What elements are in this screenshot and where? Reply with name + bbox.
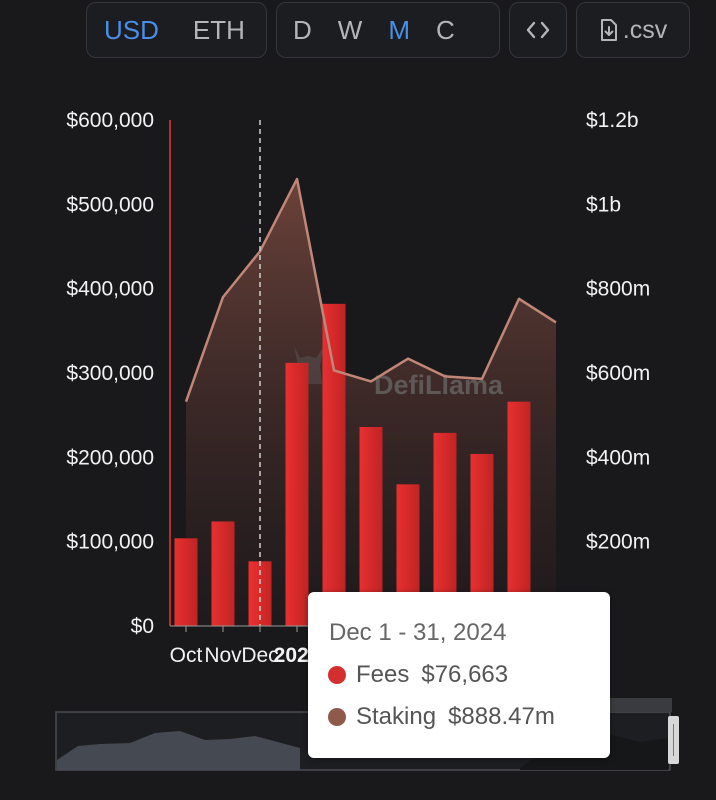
fees-bar (174, 538, 198, 626)
left-tick-label: $200,000 (66, 446, 154, 469)
right-tick-label: $1b (586, 193, 621, 216)
embed-button[interactable] (509, 2, 567, 58)
brush-preview-area (57, 731, 300, 770)
tooltip-date: Dec 1 - 31, 2024 (329, 619, 507, 646)
fees-dot-icon (328, 666, 346, 684)
left-tick-label: $0 (131, 615, 154, 638)
fees-bar (211, 521, 235, 626)
x-tick-label: Oct (170, 644, 203, 667)
right-tick-label: $800m (586, 278, 650, 301)
x-tick-label: Dec (241, 644, 278, 667)
fees-bar (359, 426, 383, 626)
csv-label: .csv (622, 15, 668, 44)
hover-cursor (169, 120, 261, 626)
right-tick-label: $600m (586, 362, 650, 385)
fees-bar (470, 453, 494, 626)
period-monthly-button[interactable]: M (388, 14, 410, 45)
x-tick-label: Nov (204, 644, 242, 667)
code-brackets-icon (526, 21, 550, 39)
download-csv-button[interactable]: .csv (576, 2, 690, 58)
right-axis: $0$200m$400m$600m$800m$1b$1.2b (586, 109, 650, 638)
right-tick-label: $200m (586, 531, 650, 554)
staking-line (184, 177, 557, 403)
period-cumulative-button[interactable]: C (436, 14, 455, 45)
right-tick-label: $1.2b (586, 109, 639, 132)
left-axis: $0 $100,000 $200,000 $300,000 $400,000 $500,0… (66, 109, 154, 638)
tooltip-staking-value: $888.47m (448, 703, 555, 730)
period-toggle: D W M C (276, 2, 500, 58)
fees-bar (285, 362, 309, 626)
fees-bar (507, 401, 531, 626)
download-file-icon (600, 19, 617, 41)
tooltip-staking-label: Staking (356, 703, 437, 730)
currency-eth-button[interactable]: ETH (192, 14, 245, 45)
fees-bar (322, 303, 346, 626)
staking-area (186, 179, 556, 627)
left-tick-label: $400,000 (66, 278, 154, 301)
tooltip-fees-value: $76,663 (421, 661, 509, 688)
tooltip-row-staking: Staking $888.47m (328, 703, 555, 731)
chart-tooltip: Dec 1 - 31, 2024 Fees $76,663 Staking $8… (308, 592, 610, 758)
watermark-text: DefiLlama (374, 370, 504, 400)
fees-bars (174, 303, 531, 626)
right-tick-label: $400m (586, 446, 650, 469)
staking-area-fill (186, 179, 556, 627)
fees-bar (248, 561, 272, 626)
period-weekly-button[interactable]: W (337, 14, 363, 45)
currency-usd-button[interactable]: USD (104, 14, 159, 45)
fees-bar (433, 432, 457, 626)
left-tick-label: $300,000 (66, 362, 154, 385)
fees-bar (396, 484, 420, 626)
staking-dot-icon (328, 708, 346, 726)
period-daily-button[interactable]: D (293, 14, 312, 45)
currency-toggle: USD ETH (86, 2, 267, 58)
left-tick-label: $100,000 (66, 531, 154, 554)
left-tick-label: $600,000 (66, 109, 154, 132)
tooltip-row-fees: Fees $76,663 (328, 661, 508, 689)
tooltip-fees-label: Fees (356, 661, 410, 688)
left-tick-label: $500,000 (66, 193, 154, 216)
